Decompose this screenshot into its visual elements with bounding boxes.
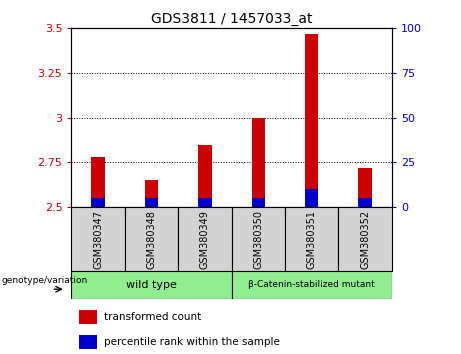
Bar xyxy=(145,198,158,207)
Bar xyxy=(198,198,212,207)
Bar xyxy=(359,198,372,207)
Bar xyxy=(198,144,212,207)
Bar xyxy=(79,310,97,324)
Text: GSM380350: GSM380350 xyxy=(254,210,263,269)
Bar xyxy=(231,207,285,271)
Bar xyxy=(231,271,392,299)
Text: GSM380348: GSM380348 xyxy=(147,210,157,269)
Text: genotype/variation: genotype/variation xyxy=(1,276,88,285)
Bar xyxy=(91,198,105,207)
Bar xyxy=(91,157,105,207)
Bar xyxy=(125,207,178,271)
Bar xyxy=(285,207,338,271)
Bar xyxy=(71,271,231,299)
Bar xyxy=(338,207,392,271)
Bar xyxy=(79,335,97,349)
Text: GSM380349: GSM380349 xyxy=(200,210,210,269)
Text: GSM380351: GSM380351 xyxy=(307,210,317,269)
Title: GDS3811 / 1457033_at: GDS3811 / 1457033_at xyxy=(151,12,313,26)
Bar xyxy=(305,189,319,207)
Text: transformed count: transformed count xyxy=(104,312,201,322)
Bar xyxy=(252,118,265,207)
Bar xyxy=(178,207,231,271)
Text: GSM380352: GSM380352 xyxy=(360,210,370,269)
Bar xyxy=(359,168,372,207)
Text: β-Catenin-stabilized mutant: β-Catenin-stabilized mutant xyxy=(248,280,375,290)
Bar xyxy=(252,198,265,207)
Text: percentile rank within the sample: percentile rank within the sample xyxy=(104,337,280,347)
Text: GSM380347: GSM380347 xyxy=(93,210,103,269)
Text: wild type: wild type xyxy=(126,280,177,290)
Bar xyxy=(145,180,158,207)
Bar xyxy=(305,34,319,207)
Bar xyxy=(71,207,125,271)
